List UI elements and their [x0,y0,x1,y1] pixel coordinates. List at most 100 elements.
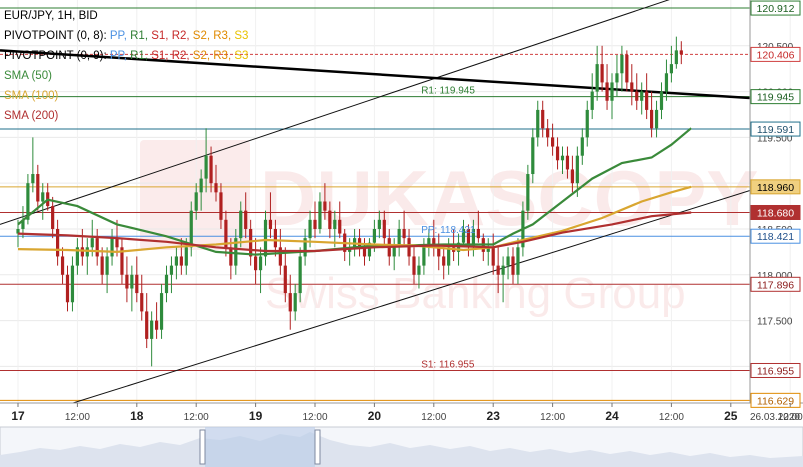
candle-body [615,73,619,83]
price-tag-116.955: 116.955 [757,365,794,377]
candle-body [580,137,584,156]
candle-body [461,228,466,243]
candle-body [288,293,292,312]
candle-body [179,256,183,266]
price-tag-box [750,179,801,195]
candle-body [130,274,134,289]
x-tick-label: 12:00 [778,412,803,423]
navigator-window[interactable] [205,427,315,467]
y-tick-label: 118.000 [757,271,793,282]
candle-body [565,155,570,170]
candle-body [427,238,431,248]
candle-body [155,320,159,330]
candle-body [585,109,589,138]
candle-body [209,155,213,184]
channel-upper [0,0,670,225]
price-tag-119.945: 119.945 [757,92,794,104]
candle-body [546,128,550,138]
candle-body [293,293,297,312]
candle-body [239,210,243,239]
candle-body [140,293,144,312]
level-label: PP: 118.421 [421,225,476,236]
y-tick-label: 119.500 [757,133,793,144]
candle-body [466,228,471,248]
sma200-legend: SMA (200) [4,110,58,122]
candle-body [442,256,446,266]
candle-body [526,174,530,211]
x-tick-label: 23 [487,409,501,423]
candle-body [21,219,25,229]
x-tick-label: 17 [11,409,25,423]
x-tick-label: 12:00 [659,412,684,423]
x-tick-label: 24 [605,409,619,423]
candle-body [476,228,480,239]
candle-body [234,238,238,266]
navigator-handle-left[interactable] [199,429,206,465]
x-tick-label: 12:00 [540,412,565,423]
candle-body [31,174,35,184]
x-tick-label: 12:00 [184,412,209,423]
x-tick-label: 12:00 [65,412,90,423]
candle-body [575,155,579,184]
candle-body [625,54,629,83]
sma-line-2 [17,211,692,253]
legend: EUR/JPY, 1H, BID PIVOTPOINT (0, 8): PP, … [4,10,248,122]
candle-body [273,228,277,248]
candle-body [268,219,273,229]
candle-body [392,247,396,257]
sma50-legend: SMA (50) [4,70,52,82]
price-tag-box [750,121,801,137]
candle-body [635,91,639,101]
navigator[interactable] [0,426,803,467]
candle-body [551,137,555,147]
watermark: DUKASCOPY Swiss Banking Group [140,140,758,318]
pivot-levels [0,7,750,401]
candle-body [600,64,604,83]
candle-body [258,256,263,271]
price-tag-box [750,204,801,220]
candle-body [471,228,475,248]
candle-body [645,91,649,110]
candle-body [506,256,510,266]
candle-body [80,247,84,257]
candle-body [199,178,203,193]
x-corner-date: 26.03.2020 [750,412,800,423]
candle-body [447,247,451,266]
candle-body [219,192,223,220]
candle-body [254,256,258,271]
price-tag-118.680: 118.680 [757,207,794,219]
candle-body [56,228,60,257]
candle-body [669,64,673,74]
candle-body [41,192,45,202]
candle-body [659,91,664,110]
candle-body [610,82,614,101]
candle-body [26,183,30,220]
candle-body [164,274,169,294]
candle-body [541,109,545,129]
price-tag-box [750,89,801,105]
candle-body [323,201,327,211]
level-labels: R1: 119.945 PP: 118.421 S1: 116.955 [421,86,476,371]
x-tick-label: 20 [368,409,382,423]
candle-body [560,155,565,161]
price-tag-118.960: 118.960 [757,182,794,194]
y-tick-label: 117.500 [757,317,793,328]
x-axis-ticks: 17 12:00 18 12:00 19 12:00 20 12:00 23 12:00 24 12:… [11,403,803,423]
channel-lower [71,190,750,403]
candle-body [159,293,164,330]
candle-body [501,265,505,275]
candle-body [362,247,367,257]
candle-body [422,247,426,266]
candle-body [110,238,114,257]
candle-body [313,219,317,229]
candle-body [595,64,599,92]
candle-body [189,210,193,248]
candle-body [85,247,89,257]
trend-channel [0,0,750,403]
candle-body [654,109,659,129]
candle-body [437,247,441,257]
navigator-handle-right[interactable] [314,429,321,465]
x-tick-label: 19 [249,409,263,423]
moving-averages [17,127,692,256]
